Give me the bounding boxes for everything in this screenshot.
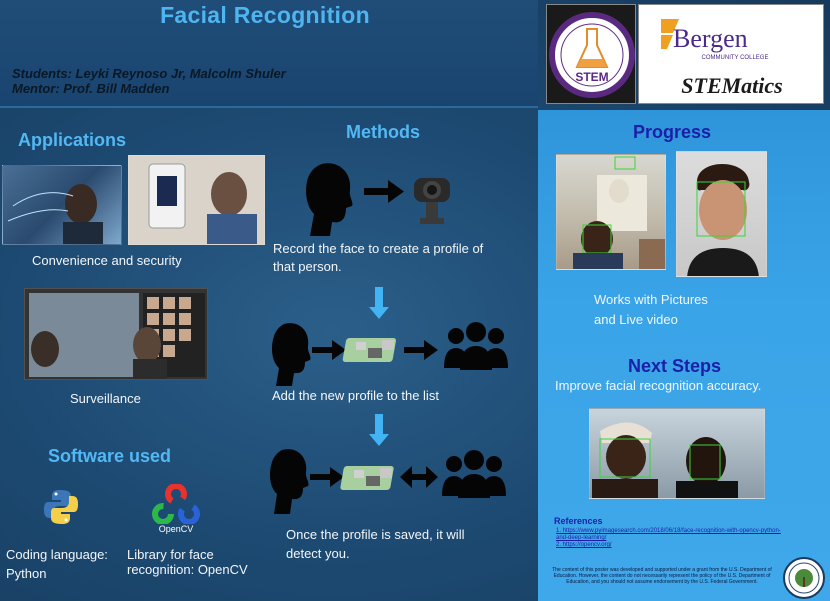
reference-link-1[interactable]: 1. https://www.pyimagesearch.com/2018/06… bbox=[556, 528, 781, 541]
python-logo-icon bbox=[42, 488, 80, 526]
python-caption-line2: Python bbox=[6, 566, 47, 581]
stem-logo-text: STEM bbox=[575, 70, 608, 84]
progress-photo-1 bbox=[556, 154, 666, 270]
opencv-logo-label: OpenCV bbox=[158, 524, 194, 534]
step1-graphic bbox=[302, 158, 462, 238]
header-band bbox=[0, 0, 538, 108]
stem-logo: STEM bbox=[546, 4, 636, 104]
disclaimer: The content of this poster was developed… bbox=[552, 567, 772, 585]
arrow-right-icon bbox=[312, 340, 346, 360]
flow-arrow-2 bbox=[369, 414, 389, 446]
bergen-logo-sub: COMMUNITY COLLEGE bbox=[702, 55, 769, 61]
reference-link-2[interactable]: 2. https://opencv.org/ bbox=[556, 542, 612, 548]
group-people-icon bbox=[444, 322, 508, 370]
references-heading: References bbox=[554, 516, 603, 526]
convenience-photo-2 bbox=[128, 155, 265, 245]
next-steps-heading: Next Steps bbox=[628, 356, 722, 376]
references-list: 1. https://www.pyimagesearch.com/2018/06… bbox=[556, 528, 786, 549]
progress-caption-line1: Works with Pictures bbox=[594, 292, 708, 307]
flow-arrow-1 bbox=[369, 287, 389, 319]
step2-graphic bbox=[270, 318, 510, 388]
surveillance-caption: Surveillance bbox=[70, 391, 141, 406]
head-silhouette-icon bbox=[306, 163, 353, 236]
progress-heading: Progress bbox=[633, 122, 712, 142]
convenience-caption: Convenience and security bbox=[32, 253, 182, 268]
convenience-photo-1 bbox=[2, 165, 122, 245]
poster-title: Facial Recognition bbox=[160, 2, 370, 28]
arrow-right-icon bbox=[364, 180, 404, 203]
education-seal-icon bbox=[783, 557, 825, 599]
python-caption-line1: Coding language: bbox=[6, 547, 108, 562]
arrow-right-icon bbox=[310, 467, 344, 487]
opencv-caption-line1: Library for face bbox=[127, 547, 214, 562]
mentor-line: Mentor: Prof. Bill Madden bbox=[12, 81, 170, 96]
step3-graphic bbox=[268, 444, 512, 516]
head-silhouette-icon bbox=[271, 323, 311, 386]
opencv-caption-line2: recognition: OpenCV bbox=[127, 562, 248, 577]
software-heading: Software used bbox=[48, 446, 172, 466]
methods-heading: Methods bbox=[346, 122, 420, 142]
bergen-logo: Bergen COMMUNITY COLLEGE STEMatics bbox=[638, 4, 824, 104]
step1-caption-line2: that person. bbox=[273, 259, 342, 274]
step3-caption-line1: Once the profile is saved, it will bbox=[286, 527, 465, 542]
next-steps-photo bbox=[589, 408, 765, 499]
applications-heading: Applications bbox=[18, 130, 127, 150]
progress-photo-2 bbox=[676, 151, 767, 277]
opencv-logo-icon: OpenCV bbox=[152, 484, 200, 534]
surveillance-photo bbox=[24, 288, 208, 380]
raspberry-pi-icon bbox=[340, 466, 394, 490]
next-steps-text: Improve facial recognition accuracy. bbox=[555, 378, 762, 393]
progress-caption-line2: and Live video bbox=[594, 312, 678, 327]
double-arrow-icon bbox=[400, 466, 438, 488]
bergen-logo-text: Bergen bbox=[673, 24, 748, 53]
step3-caption-line2: detect you. bbox=[286, 546, 350, 561]
raspberry-pi-icon bbox=[342, 338, 396, 362]
group-people-icon bbox=[442, 450, 506, 498]
arrow-right-icon bbox=[404, 340, 438, 360]
students-line: Students: Leyki Reynoso Jr, Malcolm Shul… bbox=[12, 66, 286, 81]
step2-caption: Add the new profile to the list bbox=[272, 388, 439, 403]
head-silhouette-icon bbox=[269, 449, 309, 514]
step1-caption-line1: Record the face to create a profile of bbox=[273, 241, 484, 256]
stematics-logo-text: STEMatics bbox=[681, 73, 782, 98]
webcam-icon bbox=[414, 178, 450, 224]
